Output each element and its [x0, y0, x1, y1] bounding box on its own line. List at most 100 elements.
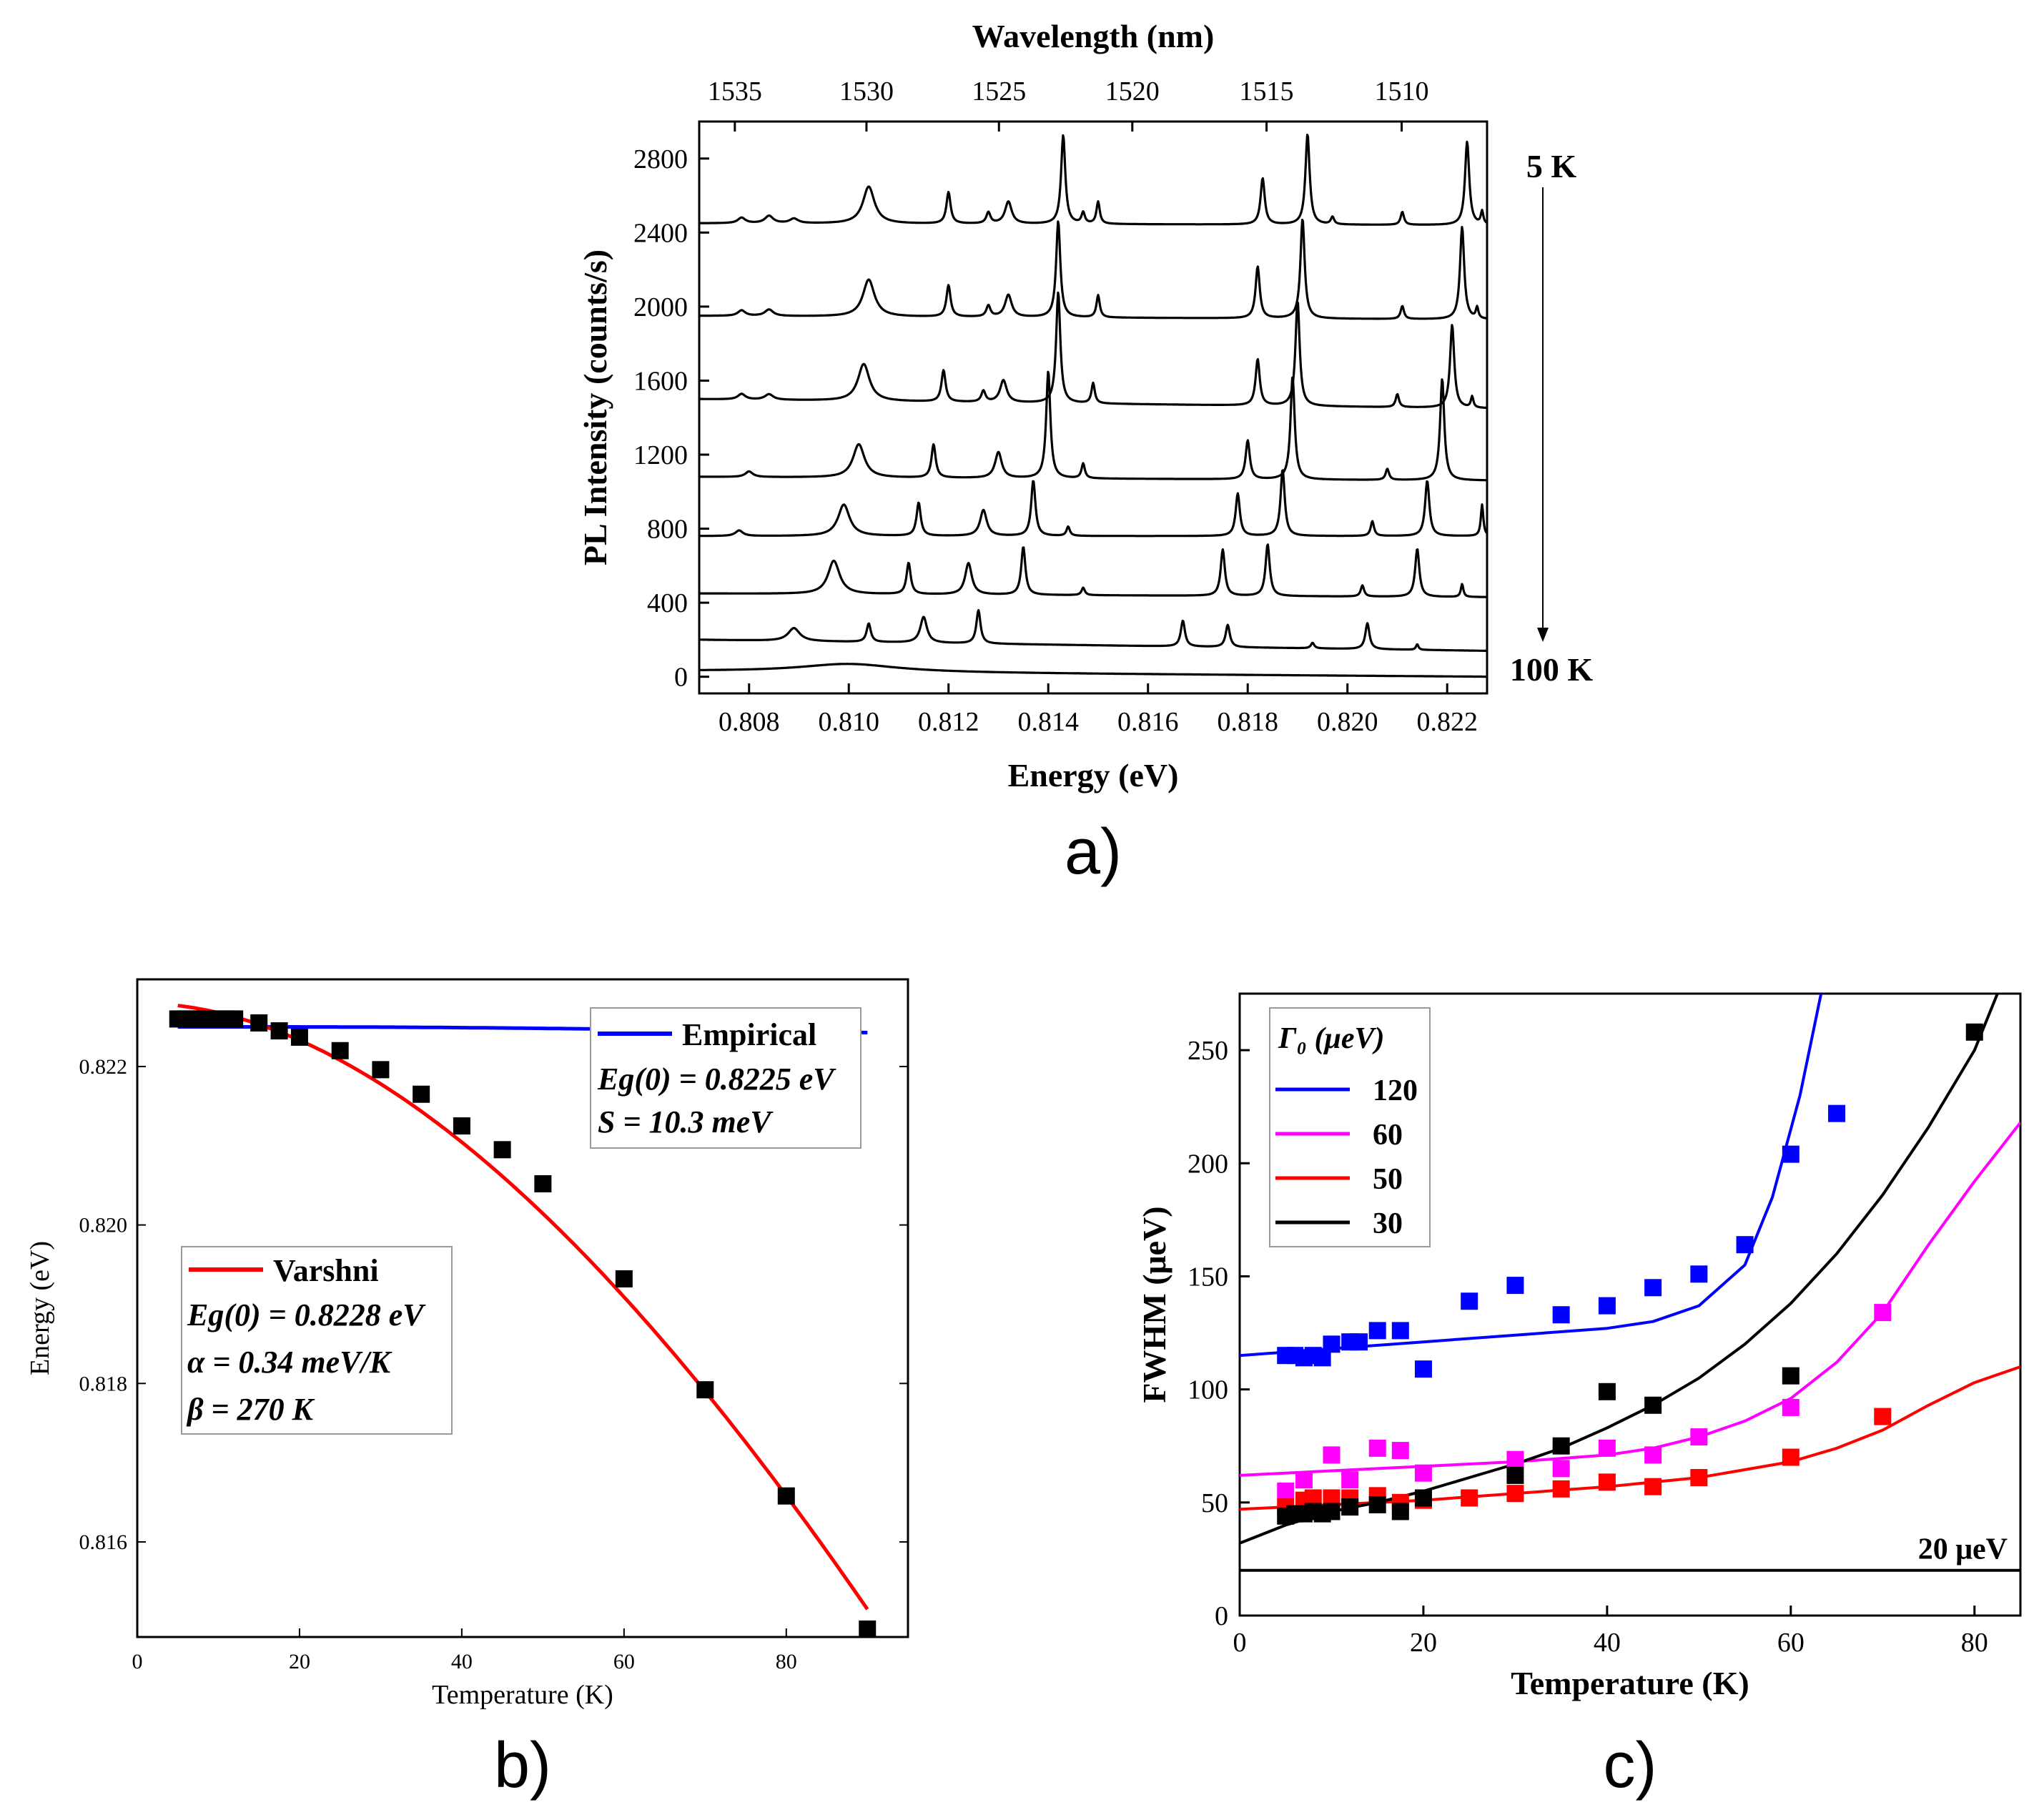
panel-b-x-ticks: 0 20 40 60 80	[132, 1628, 797, 1673]
panel-a-temperature-arrow-head	[1537, 628, 1549, 642]
panel-a-spectrum-curve	[698, 469, 1488, 538]
panel-a-arrow-top-label: 5 K	[1526, 148, 1577, 184]
legend-varshni-eg0: Eg(0) = 0.8228 eV	[187, 1297, 426, 1332]
panel-a-arrow-bottom-label: 100 K	[1510, 651, 1594, 688]
panel-a-y-tick-label: 1200	[633, 440, 688, 470]
panel-b-data-point	[372, 1061, 390, 1079]
panel-a-y-tick-label: 400	[647, 588, 688, 618]
panel-b-data-point	[270, 1022, 288, 1040]
panel-c-point-120	[1391, 1322, 1409, 1340]
panel-b-x-label: Temperature (K)	[432, 1680, 613, 1710]
panel-b-data-point	[453, 1117, 470, 1135]
panel-c-data-points	[1277, 1023, 1983, 1525]
panel-a-x-tick-label: 0.812	[918, 707, 979, 737]
panel-c-legend-label-30: 30	[1373, 1207, 1403, 1240]
panel-c-point-30	[1644, 1396, 1662, 1414]
panel-c-x-tick-label: 0	[1233, 1628, 1247, 1658]
panel-b-legend-varshni: Varshni Eg(0) = 0.8228 eV α = 0.34 meV/K…	[181, 1246, 453, 1435]
panel-a-x-tick-label: 0.822	[1416, 707, 1478, 737]
panel-b-y-tick-label: 0.816	[79, 1530, 128, 1554]
panel-b-data-point	[226, 1010, 244, 1028]
panel-a-top-tick-label: 1520	[1105, 76, 1160, 107]
legend-varshni-alpha: α = 0.34 meV/K	[187, 1345, 392, 1380]
panel-b-data-point	[290, 1028, 308, 1046]
panel-c-x-tick-label: 20	[1410, 1628, 1437, 1658]
panel-c-y-tick-label: 50	[1201, 1488, 1228, 1518]
panel-c-point-60	[1644, 1446, 1662, 1464]
panel-c-y-label: FWHM (μeV)	[1136, 1206, 1172, 1403]
panel-c-point-50	[1598, 1473, 1616, 1491]
panel-c-y-tick-label: 200	[1188, 1149, 1228, 1179]
panel-a-top-ticks: 1535 1530 1525 1520 1515 1510	[708, 76, 1429, 132]
panel-a-top-label: Wavelength (nm)	[972, 18, 1215, 54]
legend-empirical-s: S = 10.3 meV	[598, 1104, 774, 1139]
panel-a-top-tick-label: 1530	[839, 76, 894, 107]
panel-b-x-tick-label: 80	[776, 1650, 797, 1673]
panel-c-point-60	[1690, 1428, 1708, 1446]
panel-c-point-120	[1461, 1292, 1478, 1310]
panel-c-point-120	[1828, 1104, 1846, 1122]
panel-c-point-60	[1295, 1471, 1313, 1489]
panel-c-frame	[1238, 992, 2022, 1617]
panel-b-data-point	[534, 1174, 552, 1192]
panel-a-spectrum-curve	[698, 219, 1488, 320]
panel-c-point-30	[1782, 1367, 1799, 1385]
panel-c-point-60	[1277, 1483, 1295, 1500]
panel-c-legend-label-50: 50	[1373, 1163, 1403, 1196]
panel-a-x-ticks: 0.808 0.810 0.812 0.814 0.816 0.818 0.820 0.822	[719, 683, 1478, 737]
panel-b-data-point	[859, 1620, 877, 1638]
panel-c-y-tick-label: 100	[1188, 1375, 1228, 1405]
panel-c-point-120	[1782, 1145, 1799, 1163]
panel-b-data-point	[777, 1487, 795, 1505]
panel-c-point-30	[1598, 1383, 1616, 1400]
panel-b-data-point	[331, 1042, 349, 1059]
panel-c-y-tick-label: 0	[1215, 1601, 1228, 1631]
panel-c-point-60	[1323, 1446, 1341, 1464]
panel-c-point-50	[1782, 1448, 1799, 1466]
panel-b-x-tick-label: 60	[613, 1650, 635, 1673]
panel-a-y-tick-label: 1600	[633, 366, 688, 396]
panel-c-point-60	[1598, 1439, 1616, 1457]
panel-c-point-60	[1782, 1398, 1799, 1416]
panel-label-a: a)	[1065, 816, 1122, 888]
panel-c-x-tick-label: 60	[1777, 1628, 1804, 1658]
panel-c-legend-label-60: 60	[1373, 1119, 1403, 1152]
panel-a-x-tick-label: 0.818	[1217, 707, 1278, 737]
panel-a-spectrum-curve	[698, 370, 1488, 482]
panel-c-y-ticks: 0 50 100 150 200 250	[1188, 1036, 1250, 1631]
panel-a-y-tick-label: 0	[674, 663, 688, 693]
panel-c: 0 20 40 60 80 0 50 100 150 200 250 20 μeV Tempera…	[1136, 992, 2022, 1701]
panel-a-y-tick-label: 800	[647, 515, 688, 545]
panel-a-spectrum-curve	[698, 609, 1488, 652]
panel-c-point-60	[1874, 1304, 1892, 1322]
panel-c-point-30	[1391, 1503, 1409, 1520]
panel-c-point-120	[1644, 1279, 1662, 1297]
panel-b-data-point	[493, 1141, 511, 1159]
panel-a-spectrum-curve	[698, 663, 1488, 678]
panel-c-legend-box	[1269, 1007, 1431, 1247]
panel-c-legend-label-120: 120	[1373, 1074, 1418, 1107]
panel-a-x-tick-label: 0.810	[818, 707, 879, 737]
panel-c-point-60	[1391, 1442, 1409, 1460]
panel-c-point-30	[1506, 1466, 1524, 1484]
panel-a: 0.808 0.810 0.812 0.814 0.816 0.818 0.820 0.822…	[577, 18, 1593, 793]
panel-c-point-120	[1414, 1360, 1432, 1378]
panel-b-legend-empirical: Empirical Eg(0) = 0.8225 eV S = 10.3 meV	[590, 1007, 861, 1149]
panel-c-legend-title: Γ₀ (μeV)	[1278, 1022, 1385, 1055]
panel-b-x-tick-label: 40	[451, 1650, 473, 1673]
panel-label-c: c)	[1604, 1730, 1657, 1801]
panel-a-x-tick-label: 0.808	[719, 707, 780, 737]
panel-c-point-50	[1552, 1480, 1570, 1498]
panel-c-point-30	[1341, 1498, 1359, 1516]
panel-c-x-ticks: 0 20 40 60 80	[1233, 1606, 1988, 1658]
panel-c-point-50	[1506, 1485, 1524, 1503]
panel-b-data-point	[696, 1381, 714, 1399]
panel-c-point-60	[1552, 1460, 1570, 1478]
panel-c-y-tick-label: 150	[1188, 1262, 1228, 1292]
panel-b-y-tick-label: 0.820	[79, 1214, 128, 1237]
panel-b: 0 20 40 60 80 0.816 0.818 0.820 0.822 Temperatu…	[25, 978, 909, 1710]
panel-c-point-50	[1461, 1489, 1478, 1507]
panel-b-x-tick-label: 20	[289, 1650, 310, 1673]
legend-empirical-name: Empirical	[682, 1017, 816, 1052]
legend-varshni-name: Varshni	[273, 1253, 379, 1288]
